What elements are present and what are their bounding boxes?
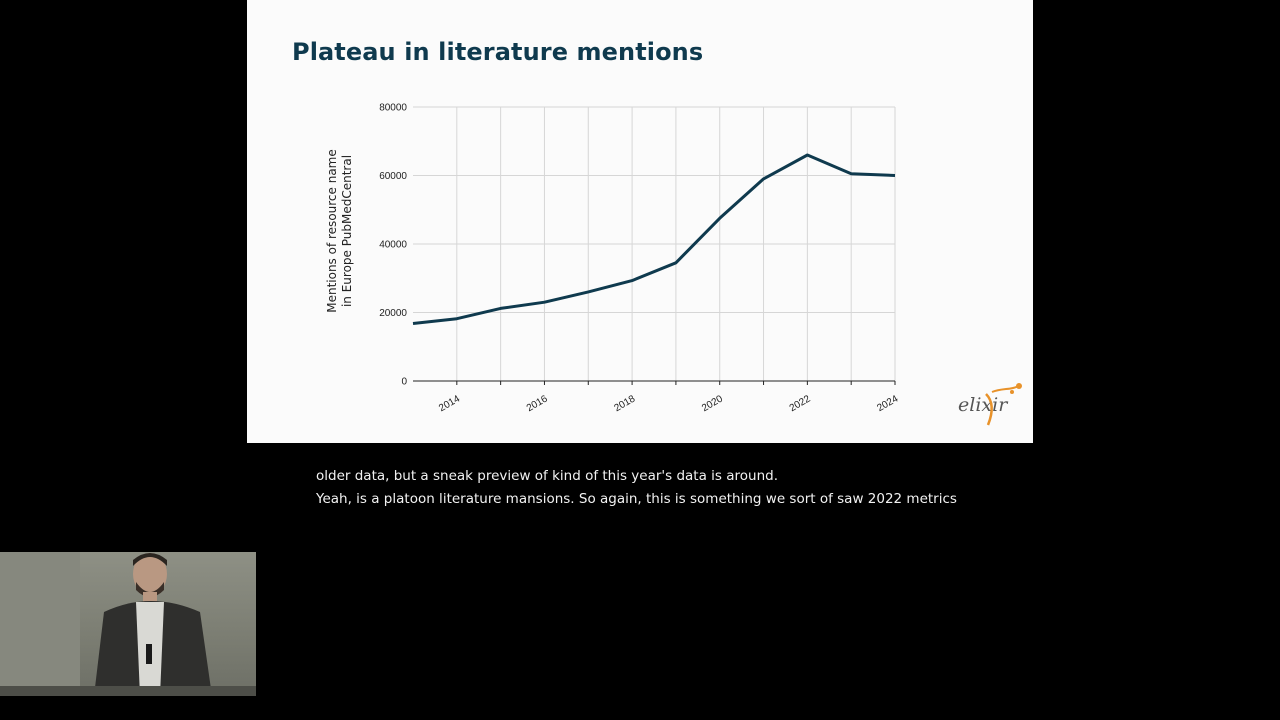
video-wall bbox=[0, 552, 80, 696]
line-chart: 0 20000 40000 60000 80000 2014 2016 2018 2020 202… bbox=[325, 103, 901, 415]
speaker-figure bbox=[94, 553, 212, 696]
slide-title: Plateau in literature mentions bbox=[292, 38, 704, 66]
x-tick-label: 2018 bbox=[612, 393, 637, 414]
speaker-video-thumbnail bbox=[0, 552, 256, 696]
presentation-slide: Plateau in literature mentions 0 20000 400… bbox=[247, 0, 1033, 443]
video-floor bbox=[0, 686, 256, 696]
subtitle-captions: older data, but a sneak preview of kind … bbox=[316, 465, 1216, 511]
x-tick-label: 2014 bbox=[437, 393, 462, 414]
caption-line-1: older data, but a sneak preview of kind … bbox=[316, 468, 778, 484]
y-tick-label: 60000 bbox=[379, 171, 407, 182]
y-tick-label: 0 bbox=[401, 377, 407, 388]
x-tick-label: 2016 bbox=[525, 393, 550, 414]
elixir-logo: elixir bbox=[952, 380, 1022, 430]
x-tick-label: 2020 bbox=[700, 393, 725, 414]
y-tick-label: 20000 bbox=[379, 308, 407, 319]
y-axis-label-line: in Europe PubMedCentral bbox=[340, 155, 354, 307]
y-tick-label: 80000 bbox=[379, 103, 407, 114]
caption-line-2: Yeah, is a platoon literature mansions. … bbox=[316, 491, 957, 507]
series-line bbox=[412, 153, 896, 325]
svg-text:elixir: elixir bbox=[958, 394, 1009, 416]
x-tick-label: 2024 bbox=[875, 393, 900, 414]
y-axis-label-line: Mentions of resource name bbox=[325, 149, 339, 313]
y-tick-label: 40000 bbox=[379, 240, 407, 251]
x-tick-label: 2022 bbox=[788, 393, 813, 414]
y-axis-label: Mentions of resource namein Europe PubMe… bbox=[325, 149, 354, 313]
